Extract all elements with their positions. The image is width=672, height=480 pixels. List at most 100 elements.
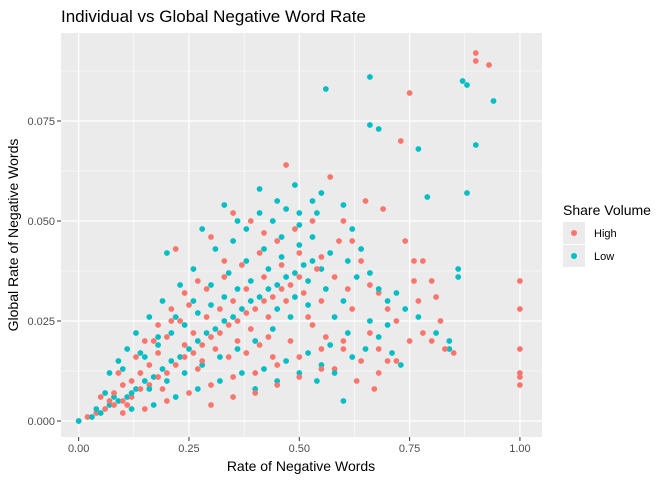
data-point-high [252,390,259,396]
data-point-low [375,334,382,340]
data-point-low [274,306,281,312]
data-point-high [208,402,214,408]
data-point-low [384,322,391,328]
data-point-high [203,314,210,320]
data-point-high [380,206,386,212]
data-point-low [190,298,197,304]
data-point-high [106,398,113,404]
data-point-high [190,330,197,336]
data-point-low [164,378,170,384]
data-point-low [292,270,298,276]
data-point-high [296,354,303,360]
data-point-low [93,406,100,412]
data-point-low [296,222,303,228]
x-axis-title: Rate of Negative Words [227,458,375,474]
data-point-low [415,146,422,152]
x-tick-label: 0.50 [289,443,310,455]
data-point-low [208,282,214,288]
data-point-high [265,314,272,320]
data-point-high [252,306,259,312]
data-point-high [486,62,492,68]
data-point-high [230,210,237,216]
data-point-high [384,358,391,364]
data-point-high [225,354,232,360]
data-point-low [274,378,281,384]
data-point-low [296,242,303,248]
data-point-high [274,362,281,368]
data-point-low [146,314,153,320]
data-point-high [274,382,281,388]
data-point-low [124,394,131,400]
data-point-high [349,238,356,244]
data-point-high [137,386,144,392]
data-point-low [89,414,95,420]
data-point-high [159,386,166,392]
data-point-low [252,338,259,344]
data-point-high [450,350,457,356]
data-point-high [208,382,214,388]
data-point-high [84,414,91,420]
data-point-high [181,342,188,348]
data-point-low [314,378,320,384]
data-point-low [274,198,281,204]
x-axis-ticks: 0.00 0.25 0.50 0.75 1.00 [68,437,531,455]
data-point-low [247,298,254,304]
data-point-low [389,350,395,356]
data-point-high [164,334,170,340]
data-point-high [177,318,184,324]
data-point-low [265,286,272,292]
data-point-high [199,358,206,364]
y-axis-title: Global Rate of Negative Words [5,139,21,332]
data-point-low [358,246,364,252]
data-point-low [322,286,329,292]
data-point-low [402,306,409,312]
data-point-low [318,266,325,272]
data-point-low [119,366,126,372]
data-point-high [133,354,139,360]
data-point-low [340,298,347,304]
data-point-low [243,258,250,264]
data-point-low [287,314,294,320]
y-tick-label: 0.075 [27,116,55,128]
data-point-low [433,330,439,336]
data-point-high [230,394,237,400]
data-point-high [433,294,439,300]
data-point-low [97,410,104,416]
data-point-high [353,378,360,384]
data-point-high [119,398,126,404]
data-point-high [256,250,263,256]
data-point-high [230,374,237,380]
data-point-high [340,346,347,352]
data-point-high [362,198,369,204]
data-point-high [128,394,135,400]
data-point-high [327,174,334,180]
data-point-low [305,350,311,356]
data-point-low [464,82,470,88]
data-point-high [221,274,228,280]
data-point-low [344,258,351,264]
data-point-high [367,282,373,288]
data-point-high [384,306,391,312]
data-point-low [490,98,497,104]
data-point-high [234,338,241,344]
data-point-high [194,278,201,284]
data-point-low [283,274,289,280]
data-point-high [296,374,303,380]
data-point-high [155,374,162,380]
data-point-low [194,338,201,344]
data-point-low [124,346,131,352]
data-point-low [150,402,157,408]
data-point-low [269,326,276,332]
data-point-low [208,302,214,308]
data-point-low [455,274,462,280]
data-point-high [172,246,179,252]
data-point-low [353,274,360,280]
data-point-high [283,162,289,168]
data-point-high [287,338,294,344]
data-point-low [309,258,316,264]
data-point-low [375,286,382,292]
chart-title: Individual vs Global Negative Word Rate [61,7,366,26]
legend-title: Share Volume [563,202,651,218]
data-point-high [274,238,281,244]
data-point-low [314,210,320,216]
